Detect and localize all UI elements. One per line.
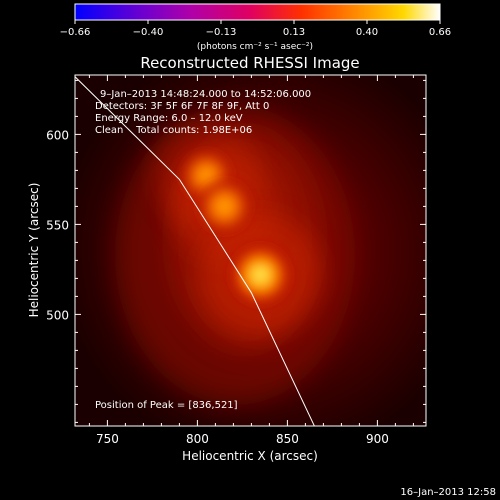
y-tick-label: 600 [46, 128, 69, 142]
x-tick-label: 900 [366, 432, 389, 446]
footer-timestamp: 16–Jan–2013 12:58 [400, 487, 496, 498]
emission-source [195, 177, 253, 235]
y-axis-label: Heliocentric Y (arcsec) [27, 183, 41, 318]
x-tick-label: 750 [96, 432, 119, 446]
emission-source [228, 242, 293, 307]
colorbar-tick-label: −0.40 [133, 27, 164, 38]
colorbar-tick-label: 0.40 [356, 27, 378, 38]
colorbar-tick-label: 0.13 [283, 27, 305, 38]
detectors-text: Detectors: 3F 5F 6F 7F 8F 9F, Att 0 [95, 101, 269, 112]
x-axis-ticks: 750 800 850 900 [88, 75, 414, 446]
x-tick-label: 800 [186, 432, 209, 446]
colorbar-ticks: −0.66 −0.40 −0.13 0.13 0.40 0.66 [60, 20, 451, 38]
y-tick-label: 500 [46, 308, 69, 322]
colorbar-tick-label: −0.13 [206, 27, 237, 38]
colorbar-tick-label: −0.66 [60, 27, 91, 38]
image-area [75, 75, 426, 426]
colorbar-units-label: (photons cm⁻² s⁻¹ asec⁻²) [197, 42, 313, 52]
x-axis-label: Heliocentric X (arcsec) [182, 449, 318, 463]
y-tick-label: 550 [46, 218, 69, 232]
colorbar [74, 3, 441, 21]
clean-total-counts-text: Clean Total counts: 1.98E+06 [95, 125, 252, 136]
solar-limb-line [75, 76, 315, 426]
y-axis-ticks: 500 550 600 [46, 79, 426, 423]
emission-sources [154, 124, 322, 336]
plot-title: Reconstructed RHESSI Image [140, 54, 359, 72]
peak-position-text: Position of Peak = [836,521] [95, 400, 238, 411]
colorbar-tick-label: 0.66 [429, 27, 451, 38]
energy-range-text: Energy Range: 6.0 – 12.0 keV [95, 113, 243, 124]
time-range-text: 9–Jan–2013 14:48:24.000 to 14:52:06.000 [100, 89, 311, 100]
plot-frame [74, 74, 427, 427]
x-tick-label: 850 [276, 432, 299, 446]
